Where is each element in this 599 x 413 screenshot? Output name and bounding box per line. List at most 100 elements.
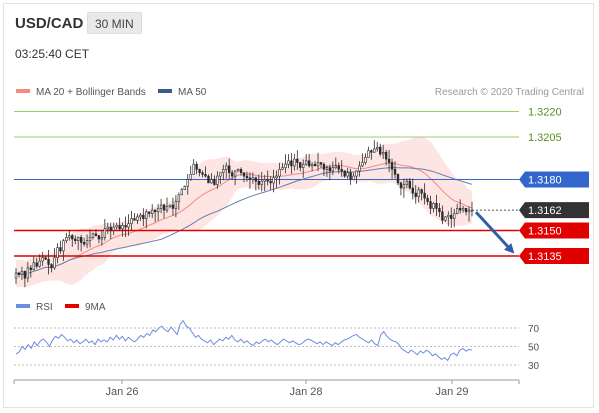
candle-body <box>183 186 186 191</box>
ma50-line <box>15 167 473 275</box>
bollinger-bands <box>16 136 472 288</box>
candle-body <box>287 160 290 165</box>
level-label-1.3220: 1.3220 <box>528 107 562 119</box>
candle-body <box>148 211 151 214</box>
candle-body <box>59 247 62 252</box>
candle-body <box>142 214 145 219</box>
candle-body <box>384 152 388 160</box>
rsi-line <box>15 319 473 362</box>
candle-body <box>53 257 56 269</box>
candle-body <box>207 175 210 184</box>
candle-body <box>71 235 74 240</box>
candle-body <box>293 158 296 167</box>
candle-body <box>458 208 462 211</box>
candle-body <box>124 225 127 228</box>
candle-body <box>325 167 329 170</box>
timeframe-badge[interactable]: 30 MIN <box>87 12 142 34</box>
candle-body <box>444 216 447 221</box>
level-label-1.3180: 1.3180 <box>528 175 562 187</box>
x-tick-label: Jan 26 <box>105 386 138 398</box>
candlesticks <box>14 140 474 288</box>
candle-body <box>151 209 154 214</box>
candle-body <box>296 158 299 163</box>
candle-body <box>319 162 323 165</box>
candle-body <box>361 162 364 167</box>
candle-body <box>236 169 240 172</box>
candle-body <box>106 226 109 230</box>
candle-body <box>340 169 343 172</box>
candle-body <box>14 272 18 279</box>
candle-body <box>461 208 465 211</box>
candle-body <box>251 177 255 180</box>
candle-body <box>94 233 98 236</box>
candle-body <box>290 160 293 167</box>
candle-body <box>29 267 32 270</box>
candle-body <box>322 163 326 170</box>
candle-body <box>177 194 181 202</box>
candle-body <box>230 172 234 177</box>
candle-body <box>109 226 112 231</box>
candle-body <box>139 214 142 218</box>
candle-body <box>213 179 216 185</box>
candle-body <box>219 172 222 177</box>
candle-body <box>334 165 337 168</box>
ma50-legend-swatch <box>158 89 172 93</box>
candle-body <box>82 242 86 245</box>
candle-body <box>456 208 459 214</box>
candle-body <box>204 174 207 177</box>
candle-body <box>411 187 414 194</box>
candle-body <box>313 163 317 167</box>
candle-body <box>118 225 121 230</box>
candle-body <box>337 165 340 170</box>
candle-body <box>216 175 219 185</box>
candle-body <box>133 218 136 221</box>
candle-body <box>97 235 101 240</box>
level-label-1.3205: 1.3205 <box>528 132 562 144</box>
candle-body <box>192 163 195 175</box>
candle-body <box>367 150 370 158</box>
x-axis-ticks: Jan 26 Jan 28 Jan 29 <box>13 380 520 398</box>
candle-body <box>222 169 225 174</box>
candle-body <box>68 235 71 238</box>
candle-body <box>20 270 24 275</box>
candle-body <box>91 233 95 238</box>
candle-body <box>423 192 426 199</box>
candle-body <box>195 163 198 170</box>
candle-body <box>186 179 189 187</box>
candle-body <box>307 160 311 167</box>
candle-body <box>304 160 308 165</box>
candle-body <box>441 211 444 221</box>
candle-body <box>281 167 284 170</box>
candle-body <box>260 180 263 185</box>
candle-body <box>352 175 355 180</box>
candle-body <box>225 165 228 170</box>
candle-body <box>355 170 358 177</box>
candle-body <box>168 204 172 207</box>
candle-body <box>405 180 409 185</box>
candle-body <box>399 182 403 189</box>
candle-body <box>263 179 266 182</box>
timestamp: 03:25:40 CET <box>15 47 90 61</box>
candle-body <box>32 262 35 270</box>
candle-body <box>248 177 252 180</box>
rsi-legend-label: RSI <box>36 302 53 313</box>
candle-body <box>242 172 246 177</box>
candle-body <box>467 209 471 213</box>
x-tick-label: Jan 28 <box>289 386 322 398</box>
candle-body <box>358 165 361 172</box>
candle-body <box>453 213 456 219</box>
candle-body <box>162 204 166 211</box>
candle-body <box>239 169 243 174</box>
candle-body <box>38 260 41 267</box>
9ma-legend-label: 9MA <box>85 302 106 313</box>
ma20-legend-label: MA 20 + Bollinger Bands <box>36 87 146 98</box>
candle-body <box>447 214 450 218</box>
candle-body <box>349 172 352 180</box>
bollinger-band-area <box>16 136 472 288</box>
candle-body <box>373 148 376 153</box>
candle-body <box>387 158 391 163</box>
candle-body <box>35 262 38 267</box>
candle-body <box>159 204 163 209</box>
candle-body <box>346 172 349 177</box>
candle-body <box>50 264 53 269</box>
